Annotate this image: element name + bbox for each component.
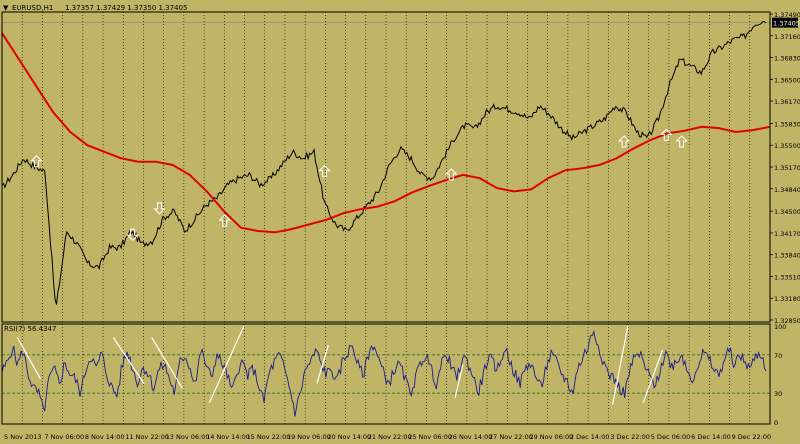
rsi-trendline (151, 337, 183, 389)
signal-arrow-up (660, 128, 673, 141)
price-tick-label: 1.37160 (774, 33, 800, 41)
signal-arrow-up (675, 135, 688, 148)
rsi-panel-frame (1, 323, 771, 425)
x-tick-label: 19 Nov 06:00 (287, 433, 331, 441)
x-tick-label: 14 Nov 14:00 (206, 433, 250, 441)
price-series-line (1, 20, 767, 305)
signal-arrow-up (617, 135, 631, 148)
rsi-tick-label: 100 (774, 323, 786, 331)
ohlc-text: 1.37357 1.37429 1.37350 1.37405 (65, 4, 187, 12)
signal-arrow-down (153, 202, 166, 215)
price-tick-label: 1.36170 (774, 98, 800, 106)
x-tick-label: 26 Nov 14:00 (449, 433, 493, 441)
axes: 1.37490 1.37160 1.36830 1.36500 1.36170 1.358… (1, 11, 800, 441)
current-price-tag: 1.37405 (773, 20, 800, 28)
x-tick-label: 11 Nov 22:00 (125, 433, 169, 441)
x-tick-label: 13 Nov 06:00 (166, 433, 210, 441)
x-tick-label: 9 Dec 22:00 (732, 433, 772, 441)
price-panel[interactable] (1, 20, 771, 305)
rsi-tick-label: 0 (774, 419, 778, 427)
price-tick-label: 1.34500 (774, 208, 800, 216)
price-tick-label: 1.33180 (774, 295, 800, 303)
signal-arrow-up (218, 214, 231, 227)
rsi-trendline (316, 345, 329, 384)
rsi-trendline (642, 349, 664, 404)
rsi-tick-label: 70 (774, 352, 782, 360)
price-tick-label: 1.35830 (774, 120, 800, 128)
rsi-trendline (611, 325, 629, 405)
indicator-label: RSI(7) 56.4347 (4, 325, 56, 333)
signal-arrow-up (445, 168, 458, 181)
price-tick-label: 1.34170 (774, 230, 800, 238)
x-tick-label: 7 Nov 06:00 (44, 433, 84, 441)
x-tick-label: 15 Nov 22:00 (247, 433, 291, 441)
x-tick-label: 6 Dec 14:00 (691, 433, 731, 441)
chart-menu-icon[interactable]: ▼ (3, 4, 9, 12)
x-tick-label: 25 Nov 06:00 (408, 433, 452, 441)
moving-average-line (1, 32, 771, 234)
x-tick-label: 27 Nov 22:00 (489, 433, 533, 441)
rsi-trendline (112, 337, 145, 384)
price-tick-label: 1.35500 (774, 142, 800, 150)
x-tick-label: 5 Nov 2013 (4, 433, 42, 441)
price-tick-label: 1.33510 (774, 273, 800, 281)
x-tick-label: 3 Dec 22:00 (610, 433, 650, 441)
price-tick-label: 1.36500 (774, 76, 800, 84)
price-tick-label: 1.36830 (774, 55, 800, 63)
x-tick-label: 29 Nov 06:00 (529, 433, 573, 441)
signal-arrow-up (30, 155, 43, 168)
price-tick-label: 1.37490 (774, 11, 800, 19)
price-tick-label: 1.33840 (774, 252, 800, 260)
symbol-label: EURUSD,H1 (12, 4, 53, 12)
x-tick-label: 2 Dec 14:00 (570, 433, 610, 441)
rsi-tick-label: 30 (774, 390, 782, 398)
signal-arrow-up (318, 164, 331, 178)
rsi-panel[interactable] (1, 325, 770, 417)
x-tick-label: 5 Dec 06:00 (651, 433, 691, 441)
price-tick-label: 1.34840 (774, 186, 800, 194)
x-tick-label: 20 Nov 14:00 (327, 433, 371, 441)
current-price-tag-bg (772, 17, 798, 28)
rsi-trendline (208, 325, 245, 404)
signal-arrow-down (126, 228, 139, 241)
x-tick-label: 21 Nov 22:00 (368, 433, 412, 441)
price-tick-label: 1.35170 (774, 164, 800, 172)
x-tick-label: 8 Nov 14:00 (85, 433, 125, 441)
rsi-series-line (1, 330, 767, 417)
price-tick-label: 1.32850 (774, 317, 800, 325)
rsi-trendline (454, 364, 464, 399)
rsi-trendline (16, 337, 41, 380)
